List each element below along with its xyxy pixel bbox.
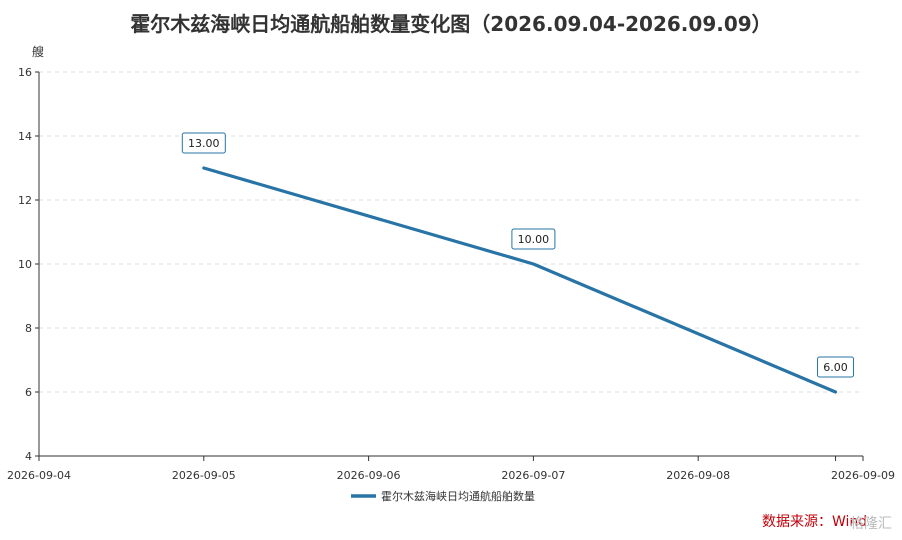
y-tick-label: 4: [25, 450, 32, 463]
x-tick-label: 2026-09-06: [337, 469, 401, 482]
series-line: [202, 166, 838, 394]
data-label-box: [181, 132, 226, 154]
y-axis-unit: 艘: [32, 44, 44, 59]
watermark: 格隆汇: [850, 516, 892, 532]
y-tick-label: 6: [25, 386, 32, 399]
data-label: 10.00: [518, 233, 550, 246]
y-axis-ticks: 4 6 8 10 12 14 16: [18, 66, 39, 463]
data-labels: 13.00 10.00 6.00: [181, 132, 855, 378]
grid-lines: [39, 71, 863, 393]
x-axis-ticks: 2026-09-04 2026-09-05 2026-09-06 2026-09-07…: [7, 456, 895, 482]
y-tick-label: 8: [25, 322, 32, 335]
y-tick-label: 12: [18, 194, 32, 207]
data-label: 6.00: [823, 361, 848, 374]
y-tick-label: 10: [18, 258, 32, 271]
y-tick-label: 16: [18, 66, 32, 79]
data-source: 数据来源：Wind: [762, 514, 867, 530]
x-tick-label: 2026-09-09: [831, 469, 895, 482]
x-tick-label: 2026-09-08: [666, 469, 730, 482]
y-tick-label: 14: [18, 130, 32, 143]
data-label-box: [817, 356, 855, 378]
data-label-box: [511, 228, 556, 250]
x-tick-label: 2026-09-05: [172, 469, 236, 482]
data-label: 13.00: [188, 137, 220, 150]
legend-label: 霍尔木兹海峡日均通航船舶数量: [381, 489, 535, 503]
series-group: [202, 166, 838, 394]
chart-title: 霍尔木兹海峡日均通航船舶数量变化图（2026.09.04-2026.09.09）: [130, 12, 771, 36]
legend[interactable]: 霍尔木兹海峡日均通航船舶数量: [351, 489, 535, 503]
x-tick-label: 2026-09-04: [7, 469, 71, 482]
x-tick-label: 2026-09-07: [501, 469, 565, 482]
